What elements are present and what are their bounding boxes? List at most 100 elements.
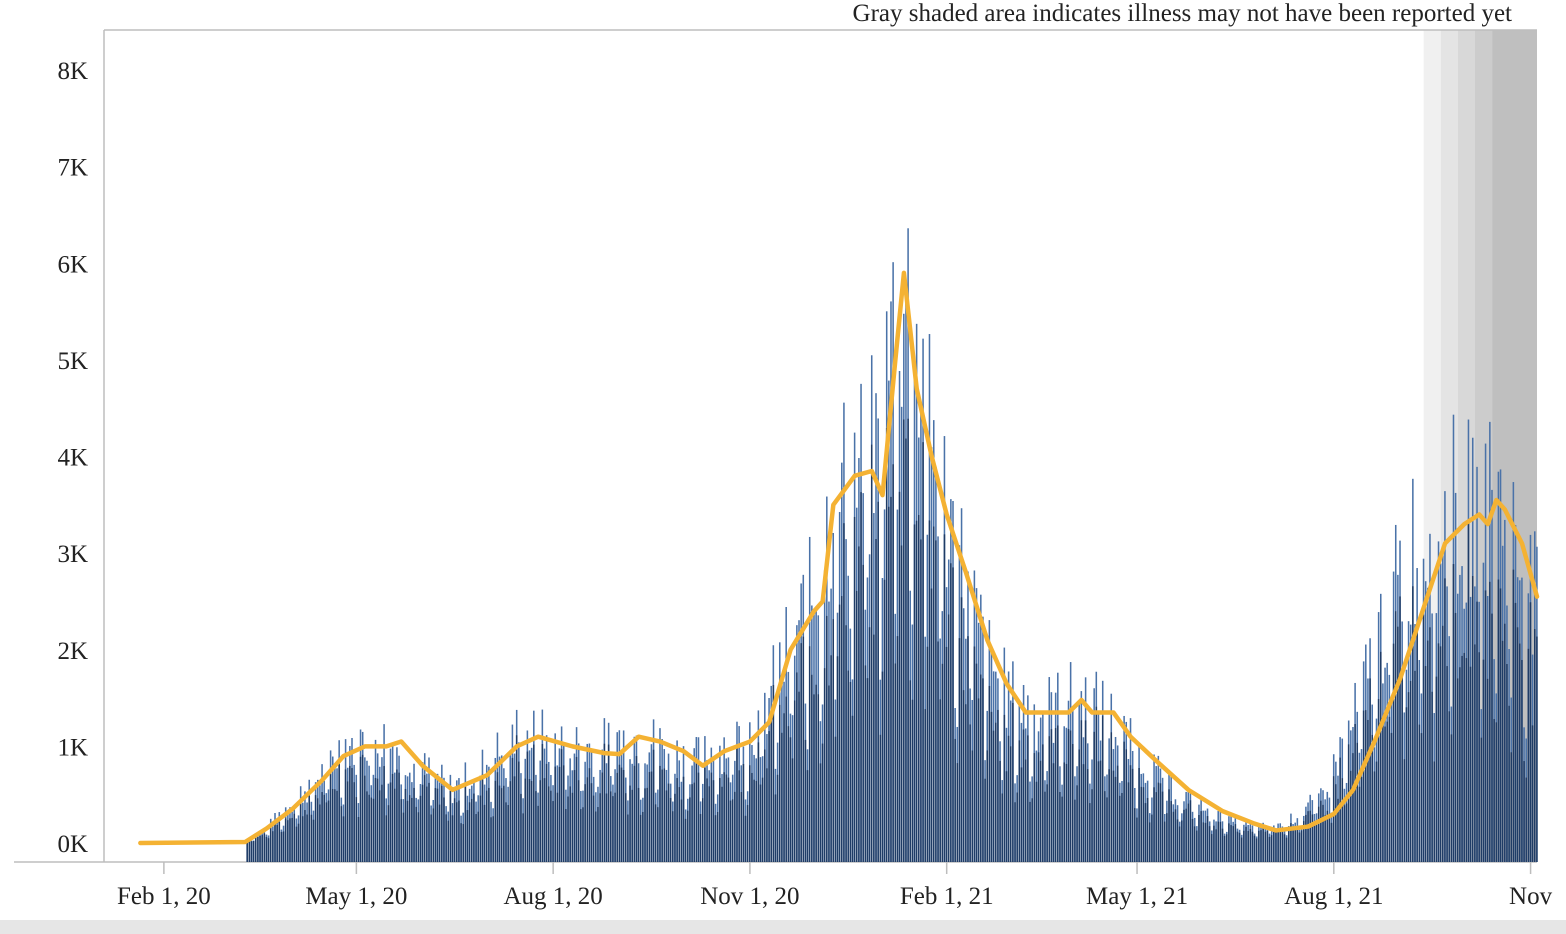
bar <box>853 516 856 862</box>
bar <box>680 799 683 862</box>
bar <box>766 768 768 862</box>
bar <box>1332 776 1335 862</box>
bar <box>471 798 473 862</box>
bar <box>1439 646 1442 862</box>
bar <box>954 738 956 862</box>
bar <box>366 791 368 862</box>
bar <box>588 768 591 862</box>
bar <box>1352 753 1354 862</box>
bar <box>749 765 751 862</box>
daily-bars <box>246 228 1538 863</box>
bar <box>637 787 640 862</box>
bar <box>1005 771 1008 862</box>
bar <box>1365 710 1367 862</box>
bar <box>789 737 792 862</box>
bar <box>768 731 770 862</box>
bar <box>864 665 867 862</box>
bar <box>1497 579 1500 862</box>
bar <box>327 800 330 862</box>
bar <box>1095 706 1098 862</box>
bar <box>331 788 334 862</box>
bar <box>823 668 826 862</box>
bar <box>888 506 890 862</box>
bar <box>1155 792 1157 862</box>
bar <box>860 492 862 862</box>
bar <box>432 808 435 862</box>
bar <box>721 786 723 862</box>
bar <box>695 760 698 862</box>
bar <box>1508 705 1510 862</box>
bar <box>616 772 618 862</box>
bar <box>385 815 387 862</box>
bar <box>284 818 287 862</box>
bar <box>280 832 283 862</box>
bar <box>575 756 578 862</box>
bar <box>1390 732 1393 862</box>
y-tick-label: 6K <box>57 251 88 278</box>
bar <box>269 823 272 862</box>
bar <box>958 638 961 862</box>
bar <box>1080 720 1083 862</box>
bar <box>1189 800 1192 862</box>
bar <box>723 772 725 862</box>
bar <box>624 793 627 862</box>
bar <box>1129 765 1132 862</box>
bar <box>659 765 661 862</box>
bar <box>308 795 310 862</box>
bar <box>1125 749 1128 862</box>
bar <box>1039 760 1042 862</box>
bar <box>306 814 308 862</box>
bar <box>528 779 531 862</box>
bar <box>607 744 610 862</box>
bar <box>1253 835 1256 862</box>
bar <box>712 780 715 862</box>
bar <box>515 735 518 862</box>
bar <box>1435 676 1438 862</box>
bar <box>1211 834 1213 862</box>
bar <box>1057 725 1059 862</box>
bar <box>1123 741 1125 862</box>
bar <box>1326 810 1329 862</box>
bar <box>870 444 873 862</box>
bar <box>930 588 933 862</box>
bar <box>1418 724 1421 862</box>
bar <box>391 773 394 862</box>
bar <box>988 685 991 862</box>
bar <box>1059 792 1061 862</box>
bar <box>520 793 522 862</box>
bar <box>507 805 509 862</box>
bar <box>905 438 907 862</box>
bar <box>1089 803 1091 862</box>
bar <box>1489 581 1491 862</box>
bar <box>667 783 670 862</box>
bar <box>406 800 409 862</box>
bar <box>873 634 875 862</box>
bar <box>845 625 847 862</box>
bar <box>1356 742 1359 862</box>
bar <box>834 736 837 862</box>
bar <box>340 806 343 862</box>
bar <box>1240 837 1243 862</box>
bar <box>956 763 959 862</box>
bar <box>1264 831 1267 862</box>
bar <box>1330 822 1333 862</box>
bar <box>672 811 674 862</box>
bar <box>1012 702 1014 862</box>
bar <box>903 419 905 862</box>
bar <box>731 799 734 862</box>
bar <box>915 520 918 862</box>
bar <box>1375 761 1378 862</box>
bar <box>1273 832 1275 862</box>
bar <box>274 823 276 862</box>
bar <box>1499 588 1502 862</box>
bar <box>1217 821 1219 862</box>
bar <box>481 774 484 862</box>
bar <box>997 709 999 862</box>
bar <box>811 674 813 862</box>
bar <box>894 663 897 862</box>
bar <box>1170 801 1172 862</box>
bar <box>368 794 370 862</box>
bar <box>560 749 563 862</box>
bar <box>1007 735 1010 862</box>
bar <box>939 699 941 862</box>
